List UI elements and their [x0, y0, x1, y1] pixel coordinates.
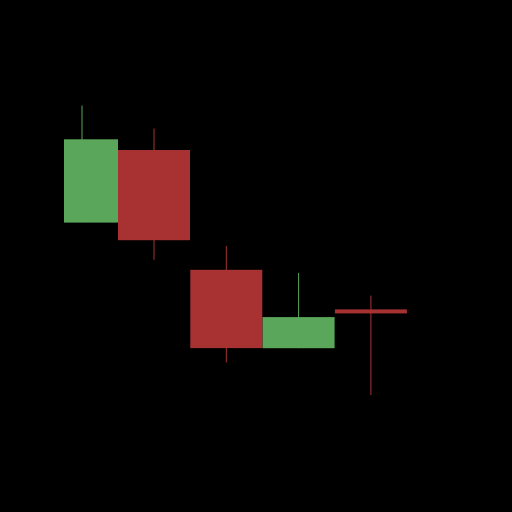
candle-4	[262, 272, 335, 349]
candle-1	[64, 105, 118, 223]
candle-5	[334, 295, 407, 395]
candles-layer	[64, 105, 407, 395]
candle-body	[64, 139, 118, 223]
candle-3	[190, 246, 263, 363]
candle-2	[118, 128, 190, 260]
